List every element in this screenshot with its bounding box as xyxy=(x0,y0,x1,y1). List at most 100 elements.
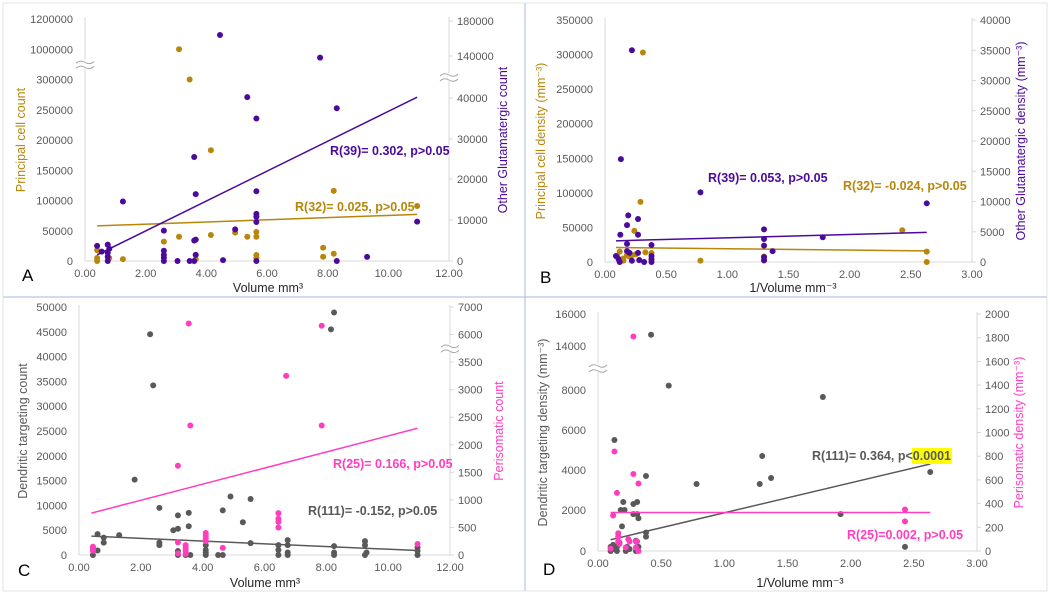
data-point xyxy=(253,115,260,122)
data-point xyxy=(89,547,96,554)
data-point xyxy=(617,231,624,238)
left-tick-label: 100000 xyxy=(556,188,593,200)
data-point xyxy=(648,331,655,338)
right-tick-label: 800 xyxy=(985,451,1003,463)
right-tick-label: 40000 xyxy=(457,93,488,105)
data-point xyxy=(253,213,260,220)
left-tick-label: 1000000 xyxy=(30,44,73,56)
data-point xyxy=(244,233,251,240)
data-point xyxy=(616,540,623,547)
left-tick-label: 0 xyxy=(61,550,67,562)
right-axis-title: Perisomatic density (mm⁻³) xyxy=(1012,357,1026,509)
x-axis-title: 1/Volume mm⁻³ xyxy=(749,281,836,295)
data-point xyxy=(665,382,672,389)
data-point xyxy=(611,448,618,455)
data-point xyxy=(414,202,421,209)
x-tick-label: 8.00 xyxy=(316,562,337,574)
data-point xyxy=(693,481,700,487)
right-tick-label: 1000 xyxy=(458,495,482,507)
right-tick-label: 1400 xyxy=(985,380,1009,392)
trendline xyxy=(91,535,418,552)
data-point xyxy=(247,495,254,502)
data-point xyxy=(616,248,623,255)
data-point xyxy=(899,227,906,234)
right-tick-label: 2000 xyxy=(458,440,482,452)
data-point xyxy=(186,76,193,83)
axis-break-gap xyxy=(75,60,95,69)
data-point xyxy=(119,198,126,205)
left-tick-label: 5000 xyxy=(43,525,67,537)
right-tick-label: 1600 xyxy=(985,356,1009,368)
annotation-text: R(39)= 0.053, p>0.05 xyxy=(708,171,828,185)
data-point xyxy=(648,259,655,265)
right-axis-title: Perisomatic count xyxy=(492,381,506,481)
data-point xyxy=(635,249,642,256)
axis-break-icon xyxy=(588,364,608,373)
right-tick-label: 30000 xyxy=(457,134,488,146)
x-tick-label: 6.00 xyxy=(256,268,277,280)
data-point xyxy=(160,238,167,245)
data-point xyxy=(330,187,337,194)
data-point xyxy=(613,489,620,496)
data-point xyxy=(160,227,167,234)
axis-break-gap xyxy=(588,364,608,372)
left-tick-label: 10000 xyxy=(36,500,67,512)
data-point xyxy=(628,257,635,264)
data-point xyxy=(613,548,620,554)
right-tick-label: 0 xyxy=(980,257,986,269)
x-tick-label: 0.00 xyxy=(68,562,89,574)
data-point xyxy=(216,32,223,38)
left-tick-label: 50000 xyxy=(562,222,593,234)
data-point xyxy=(191,258,198,264)
data-point xyxy=(634,499,641,505)
right-tick-label: 10000 xyxy=(457,215,488,227)
data-point xyxy=(617,156,624,163)
x-tick-label: 8.00 xyxy=(317,268,338,280)
data-point xyxy=(639,49,646,56)
left-tick-label: 15000 xyxy=(36,476,67,488)
left-tick-label: 150000 xyxy=(36,165,73,177)
annotation-highlight-text: 0.0001 xyxy=(913,449,951,463)
correlation-annotation: R(39)= 0.302, p>0.05 xyxy=(330,144,450,158)
data-point xyxy=(131,476,138,483)
data-point xyxy=(185,523,192,530)
data-point xyxy=(642,249,649,256)
left-axis-title: Principal cell count xyxy=(14,87,28,192)
right-tick-label: 1000 xyxy=(985,428,1009,440)
axis-break-icon xyxy=(439,73,459,82)
x-tick-label: 2.00 xyxy=(840,558,861,570)
left-axis-title: Dendritic targeting density (mm⁻³) xyxy=(536,339,550,527)
left-tick-label: 250000 xyxy=(36,105,73,117)
left-tick-label: 350000 xyxy=(556,15,593,27)
data-point xyxy=(622,544,629,551)
data-point xyxy=(174,258,181,264)
data-point xyxy=(769,248,776,255)
data-point xyxy=(620,499,627,505)
trendline xyxy=(615,231,927,242)
data-point xyxy=(174,539,181,546)
left-tick-label: 300000 xyxy=(36,75,73,87)
x-axis-title: 1/Volume mm⁻³ xyxy=(756,576,843,590)
data-point xyxy=(759,453,766,459)
data-point xyxy=(616,259,623,265)
x-tick-label: 2.00 xyxy=(839,269,860,281)
left-tick-label: 50000 xyxy=(36,302,67,314)
x-tick-label: 2.00 xyxy=(130,562,151,574)
x-tick-label: 3.00 xyxy=(966,558,987,570)
data-point xyxy=(361,552,368,558)
x-axis-title: Volume mm³ xyxy=(230,576,300,590)
right-tick-label: 0 xyxy=(985,546,991,558)
right-tick-label: 25000 xyxy=(980,106,1011,118)
x-tick-label: 2.50 xyxy=(900,269,921,281)
left-axis-title: Principal cell density (mm⁻³) xyxy=(534,63,548,220)
data-point xyxy=(923,259,930,265)
data-point xyxy=(927,469,934,475)
panel-letter: C xyxy=(18,561,30,580)
data-point xyxy=(634,538,641,545)
left-tick-label: 45000 xyxy=(36,327,67,339)
left-tick-label: 35000 xyxy=(36,376,67,388)
panel-b: 0.00 0.50 1.00 1.50 2.00 2.50 3.00050000100000… xyxy=(534,15,1028,295)
left-tick-label: 25000 xyxy=(36,426,67,438)
axis-break-icon xyxy=(75,60,95,70)
data-point xyxy=(191,154,198,160)
